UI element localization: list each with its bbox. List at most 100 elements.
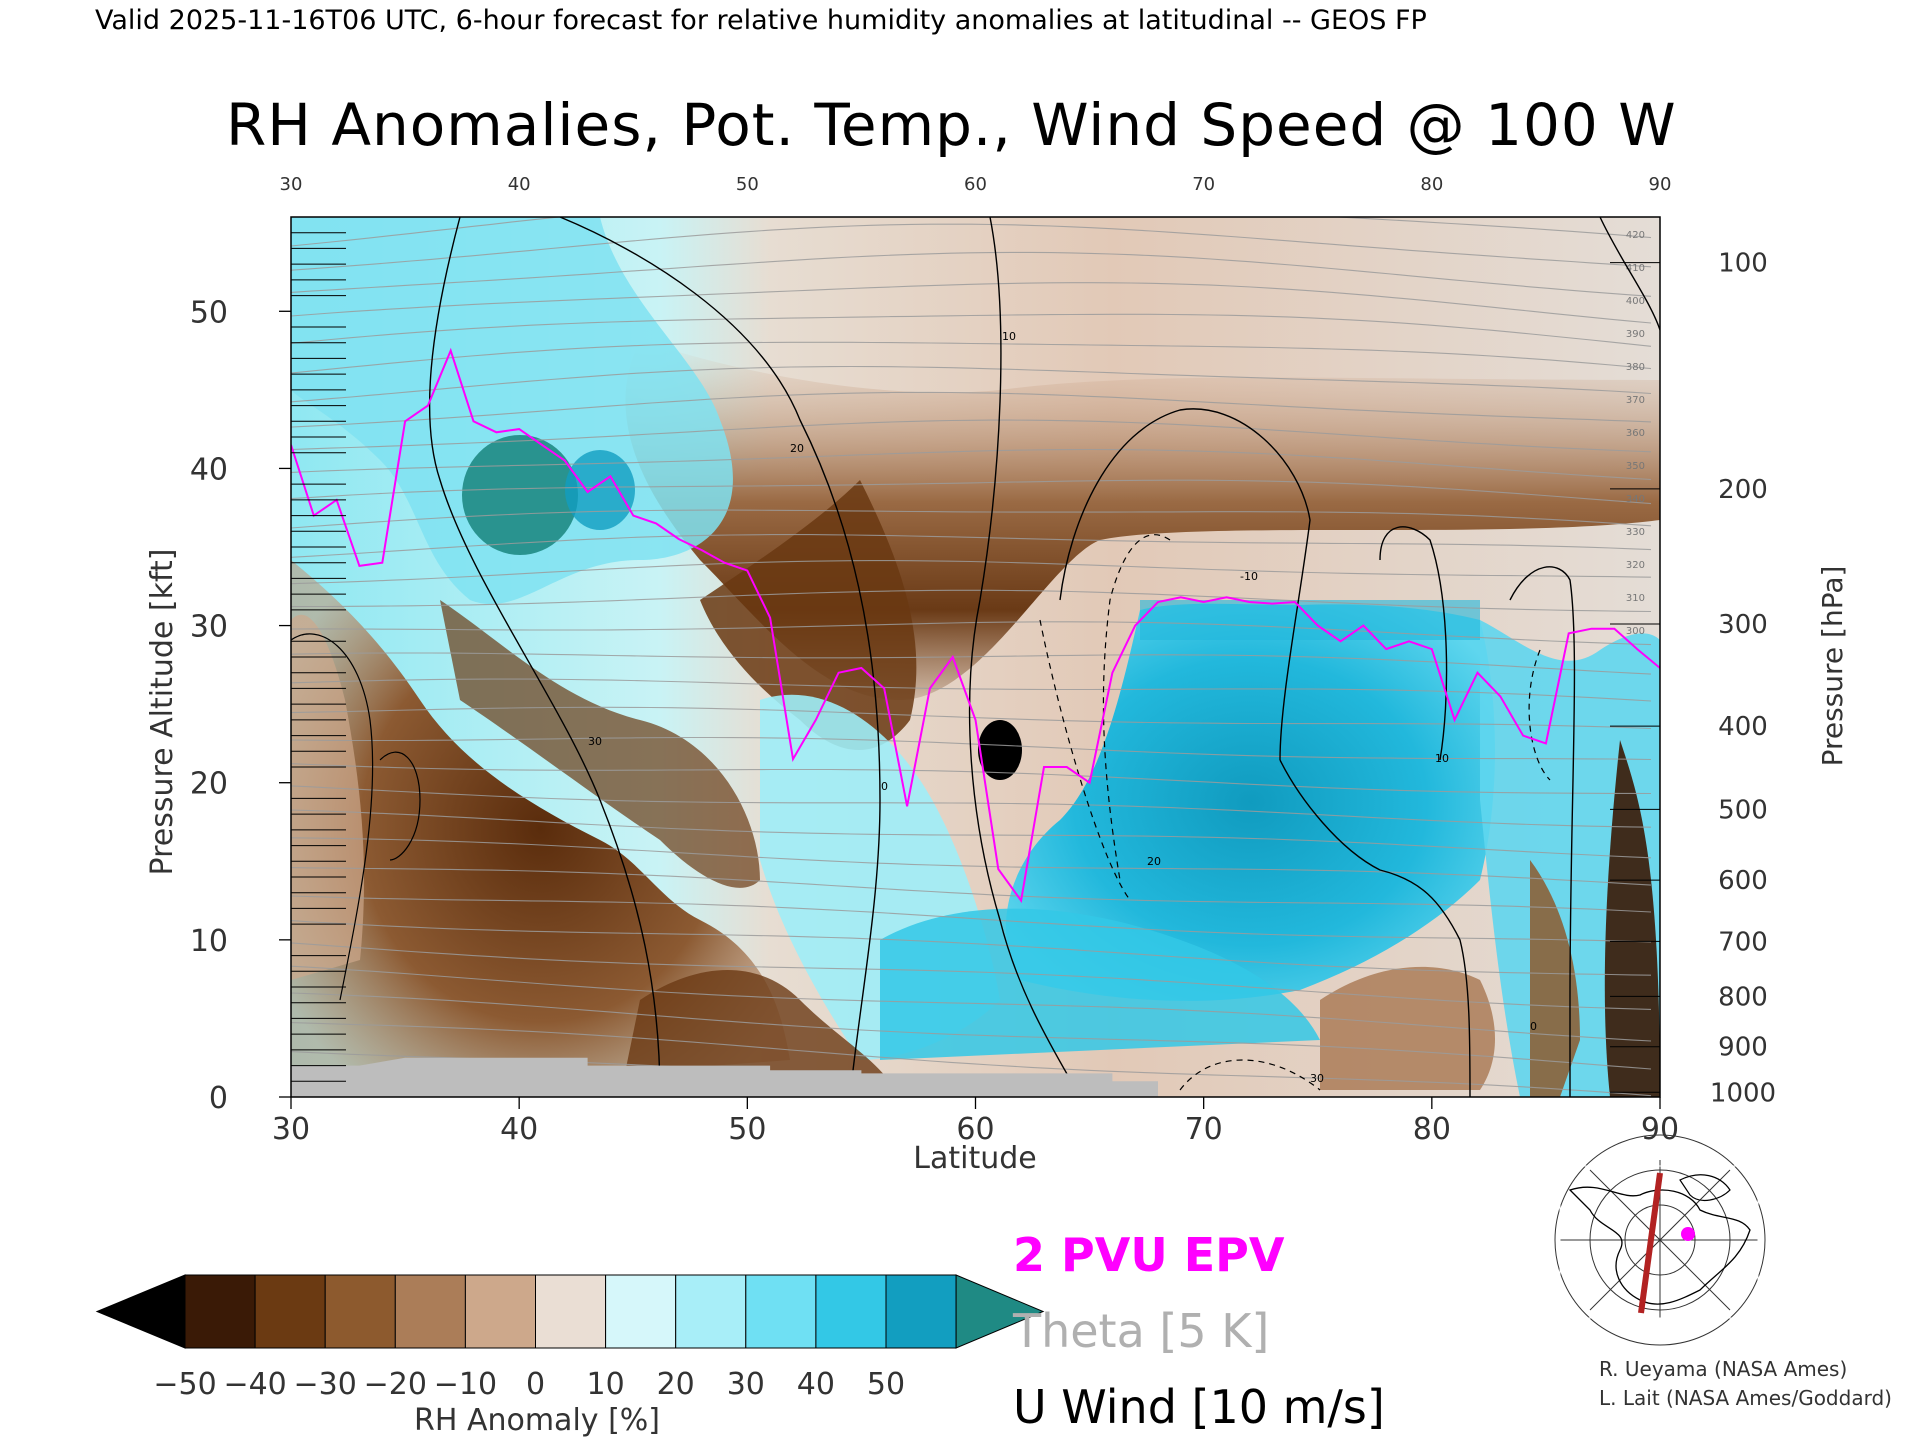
colorbar-swatch [464, 1274, 536, 1349]
colorbar-swatch [745, 1274, 817, 1349]
theta-label: 410 [1626, 263, 1645, 274]
wind-label: 20 [790, 442, 804, 455]
wind-label: 20 [1147, 855, 1161, 868]
colorbar-swatch [324, 1274, 396, 1349]
colorbar: −50 −40 −30 −20 −10 0 10 20 30 40 50 RH Anomaly [%… [95, 1274, 1045, 1438]
colorbar-tick-label: 20 [657, 1367, 695, 1402]
p-tick-label: 700 [1718, 927, 1768, 957]
x-tick-label: 80 [1413, 1112, 1451, 1147]
theta-line [291, 678, 1652, 702]
top-tick-label: 60 [964, 174, 987, 195]
y-tick-label: 40 [190, 452, 228, 487]
x-tick-label: 40 [500, 1112, 538, 1147]
theta-label: 320 [1626, 560, 1645, 571]
theta-line [291, 763, 1652, 795]
y-axis-label-left: Pressure Altitude [kft] [145, 549, 180, 876]
colorbar-tick-label: 40 [797, 1367, 835, 1402]
wind-label: -10 [1240, 570, 1258, 583]
theta-line [291, 534, 1652, 558]
wind-label: 10 [1002, 330, 1016, 343]
legend-wind: U Wind [10 m/s] [1013, 1380, 1385, 1434]
colorbar-tick-label: −30 [294, 1367, 357, 1402]
colorbar-high-arrow [955, 1274, 1045, 1349]
p-tick-label: 400 [1718, 712, 1768, 742]
y-tick-label: 20 [190, 767, 228, 802]
terrain-mask [291, 1057, 1159, 1097]
top-tick-label: 90 [1649, 174, 1672, 195]
y-axis-label-right: Pressure [hPa] [1816, 566, 1849, 767]
y-tick-label: 50 [190, 295, 228, 330]
credit-line-1: R. Ueyama (NASA Ames) [1599, 1357, 1847, 1381]
colorbar-swatch [605, 1274, 677, 1349]
colorbar-tick-label: −20 [364, 1367, 427, 1402]
theta-line [291, 589, 1652, 613]
theta-label: 380 [1626, 362, 1645, 373]
theta-label: 300 [1626, 626, 1645, 637]
legend-epv: 2 PVU EPV [1013, 1228, 1285, 1282]
theta-line [291, 365, 1652, 403]
wind-label: 0 [1530, 1020, 1537, 1033]
p-tick-label: 600 [1718, 866, 1768, 896]
wind-label: 10 [1435, 752, 1449, 765]
colorbar-swatch [254, 1274, 326, 1349]
theta-line [291, 217, 1652, 247]
x-tick-label: 30 [272, 1112, 310, 1147]
field-moist-teal [462, 435, 578, 555]
colorbar-swatch [184, 1274, 256, 1349]
p-tick-label: 900 [1718, 1033, 1768, 1063]
x-tick-label: 60 [956, 1112, 994, 1147]
theta-label: 330 [1626, 527, 1645, 538]
theta-line [291, 448, 1652, 481]
theta-line [291, 560, 1652, 585]
colorbar-tick-label: 30 [727, 1367, 765, 1402]
top-tick-label: 40 [508, 174, 531, 195]
colorbar-tick-label: −40 [223, 1367, 286, 1402]
colorbar-swatch [535, 1274, 607, 1349]
theta-line [291, 992, 1652, 1070]
colorbar-label: RH Anomaly [%] [414, 1403, 660, 1438]
colorbar-tick-label: 0 [526, 1367, 545, 1402]
theta-line [291, 391, 1652, 428]
theta-label: 420 [1626, 230, 1645, 241]
theta-line [291, 942, 1652, 1010]
theta-line [291, 419, 1652, 453]
theta-label: 360 [1626, 428, 1645, 439]
theta-line [291, 1022, 1652, 1097]
theta-label: 370 [1626, 395, 1645, 406]
y-tick-label: 0 [209, 1081, 228, 1116]
top-tick-label: 50 [736, 174, 759, 195]
colorbar-tick-label: −10 [434, 1367, 497, 1402]
theta-line [291, 920, 1652, 976]
wind-label: 30 [1310, 1072, 1324, 1085]
top-tick-label: 70 [1192, 174, 1215, 195]
theta-line [291, 341, 1652, 374]
header-text: Valid 2025-11-16T06 UTC, 6-hour forecast… [95, 5, 1427, 36]
y-tick-label: 10 [190, 924, 228, 959]
theta-line [291, 867, 1652, 913]
wind-label: 0 [881, 780, 888, 793]
y-tick-label: 30 [190, 610, 228, 645]
inset-map [1554, 1134, 1766, 1346]
theta-line [291, 223, 1652, 271]
top-tick-label: 30 [280, 174, 303, 195]
wind-label: 30 [588, 735, 602, 748]
p-tick-label: 500 [1718, 795, 1768, 825]
theta-line [291, 809, 1652, 859]
theta-line [291, 965, 1652, 1042]
colorbar-swatch [885, 1274, 957, 1349]
colorbar-swatch [815, 1274, 887, 1349]
legend-theta: Theta [5 K] [1012, 1304, 1269, 1358]
theta-line [291, 706, 1652, 730]
x-axis-label: Latitude [913, 1141, 1036, 1176]
theta-label: 390 [1626, 329, 1645, 340]
theta-line [291, 251, 1652, 297]
plot-area [291, 217, 1660, 1097]
p-tick-label: 800 [1718, 982, 1768, 1012]
colorbar-swatch [675, 1274, 747, 1349]
p-tick-label: 1000 [1710, 1078, 1776, 1108]
colorbar-tick-label: −50 [153, 1367, 216, 1402]
theta-label: 400 [1626, 296, 1645, 307]
